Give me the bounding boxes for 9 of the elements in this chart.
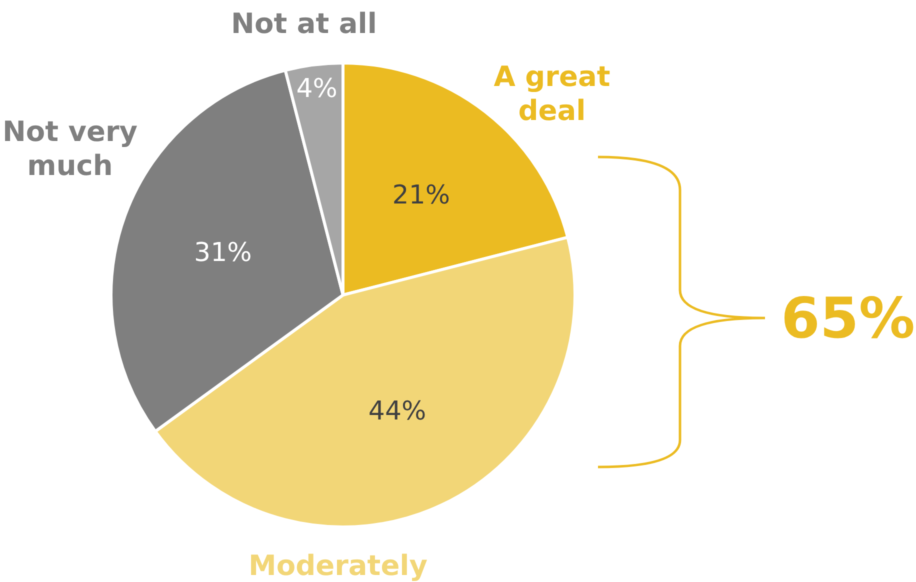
slice-label: A great deal xyxy=(494,60,610,127)
slice-label: Not very much xyxy=(2,115,138,182)
data-label: 44% xyxy=(368,396,426,427)
data-label: 31% xyxy=(194,238,252,268)
data-label: 21% xyxy=(392,180,450,210)
slice-label: Moderately xyxy=(248,549,428,582)
text: 65% xyxy=(780,286,916,352)
data-label: 4% xyxy=(296,74,338,104)
slice-label: Not at all xyxy=(231,7,377,40)
